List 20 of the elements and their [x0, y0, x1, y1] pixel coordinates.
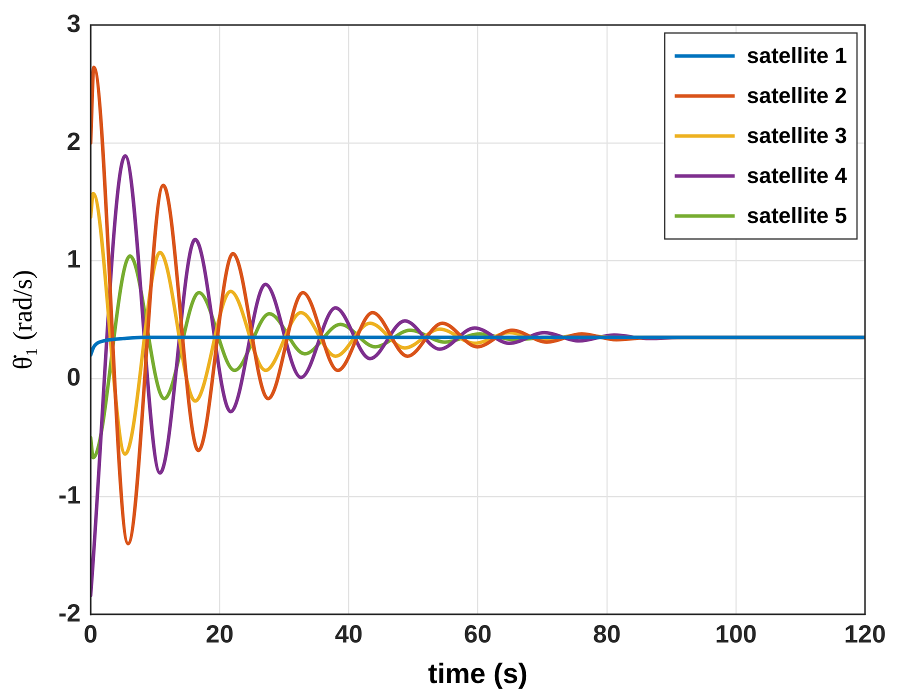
legend-label: satellite 2 [746, 83, 848, 108]
x-tick-label: 60 [464, 620, 492, 648]
x-tick-label: 100 [715, 620, 757, 648]
x-axis-title: time (s) [428, 658, 528, 689]
y-tick-label: 0 [66, 364, 81, 392]
y-axis-title: θ̇₁ (rad/s) [7, 270, 38, 370]
y-tick-label: 3 [66, 10, 81, 38]
legend-label: satellite 5 [746, 203, 848, 228]
legend-label: satellite 4 [746, 163, 848, 188]
y-tick-label: -1 [58, 481, 81, 510]
y-tick-label: 1 [66, 246, 81, 274]
x-tick-label: 40 [334, 620, 363, 648]
legend-label: satellite 3 [746, 123, 848, 148]
x-tick-label: 80 [592, 620, 621, 648]
x-tick-label: 120 [844, 620, 886, 648]
line-series [90, 336, 865, 357]
x-tick-label: 20 [206, 620, 234, 648]
y-tick-label: 2 [66, 128, 81, 156]
legend-label: satellite 1 [746, 43, 848, 68]
y-tick-label: -2 [58, 599, 81, 628]
